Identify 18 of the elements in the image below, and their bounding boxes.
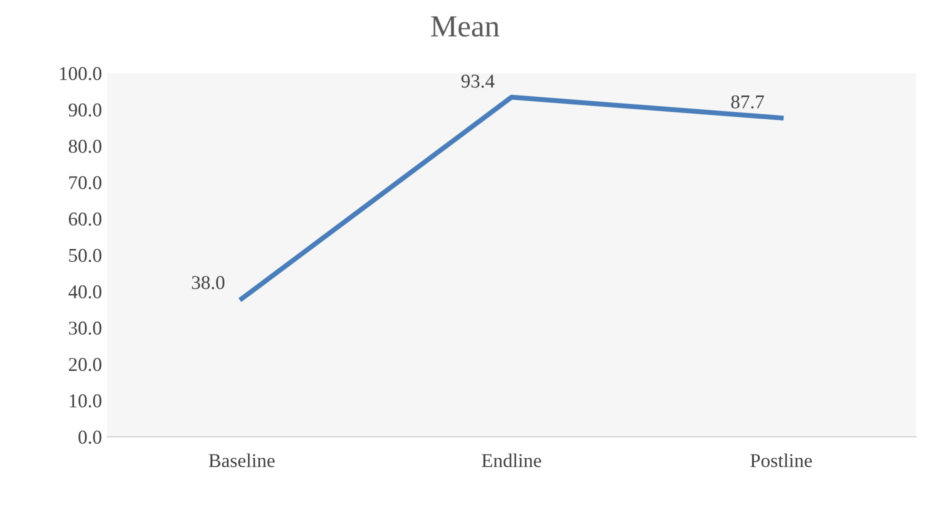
x-tick-label: Baseline: [208, 453, 275, 468]
data-label: 38.0: [192, 276, 224, 290]
y-tick-label: 60.0: [68, 212, 102, 226]
y-tick-label: 30.0: [68, 322, 102, 335]
y-tick-label: 40.0: [68, 285, 102, 298]
y-tick-label: 70.0: [69, 176, 102, 190]
x-tick-label: Postline: [750, 453, 812, 468]
x-tick-label: Endline: [482, 453, 542, 468]
y-tick-label: 50.0: [69, 248, 102, 262]
y-tick-label: 0.0: [78, 430, 102, 444]
chart-title: Mean: [431, 16, 500, 37]
data-label: 87.7: [731, 95, 764, 109]
data-label: 93.4: [461, 74, 495, 88]
y-tick-label: 10.0: [70, 394, 102, 408]
y-tick-label: 90.0: [68, 103, 102, 117]
y-tick-label: 20.0: [68, 358, 102, 372]
y-tick-label: 100.0: [60, 67, 102, 80]
y-tick-label: 80.0: [68, 140, 102, 153]
